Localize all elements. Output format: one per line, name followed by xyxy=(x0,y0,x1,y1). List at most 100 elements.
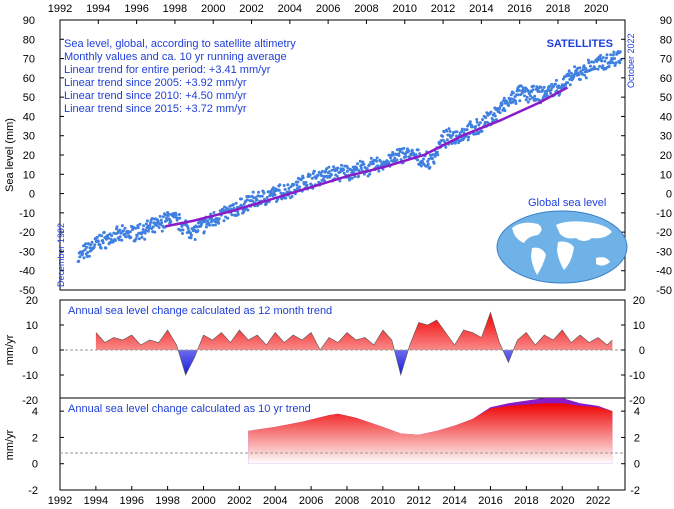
sea-level-point xyxy=(468,120,472,124)
main-ytick-label-right: 70 xyxy=(660,54,672,66)
sea-level-point xyxy=(186,227,190,231)
sea-level-point xyxy=(346,166,350,170)
sea-level-point xyxy=(147,227,151,230)
sea-level-point xyxy=(295,183,299,187)
bottom-panel-title: Annual sea level change calculated as 10… xyxy=(68,403,311,415)
sea-level-point xyxy=(463,128,467,132)
sea-level-point xyxy=(375,156,379,160)
sea-level-point xyxy=(460,127,464,131)
sea-level-point xyxy=(144,222,148,226)
sea-level-point xyxy=(395,158,399,162)
sea-level-point xyxy=(357,174,361,178)
sea-level-point xyxy=(466,124,470,128)
sea-level-point xyxy=(157,226,161,229)
sea-level-point xyxy=(251,190,255,194)
sea-level-point xyxy=(613,57,616,60)
bottom-xtick-label: 2022 xyxy=(586,495,610,507)
sea-level-point xyxy=(301,176,305,180)
sea-level-point xyxy=(345,169,349,173)
sea-level-point xyxy=(475,120,479,124)
sea-level-point xyxy=(598,64,602,68)
sea-level-point xyxy=(443,140,447,144)
sea-level-point xyxy=(414,153,418,157)
sea-level-point xyxy=(587,61,591,65)
end-date-label: October 2022 xyxy=(626,33,636,88)
sea-level-point xyxy=(432,161,436,165)
mid-ytick-label-right: -10 xyxy=(629,370,645,382)
sea-level-point xyxy=(129,236,133,239)
main-ytick-label-right: 60 xyxy=(660,73,672,85)
main-ytick-label: 90 xyxy=(23,15,35,27)
sea-level-point xyxy=(189,236,193,240)
bottom-xtick-label: 2020 xyxy=(550,495,574,507)
sea-level-point xyxy=(104,246,108,250)
sea-level-point xyxy=(522,86,525,90)
sea-level-point xyxy=(101,241,105,245)
sea-level-point xyxy=(442,130,446,134)
sea-level-point xyxy=(523,90,527,93)
sea-level-point xyxy=(202,230,206,234)
sea-level-point xyxy=(113,239,117,242)
sea-level-point xyxy=(470,125,474,129)
sea-level-point xyxy=(477,123,481,127)
sea-level-point xyxy=(519,84,523,88)
sea-level-point xyxy=(178,216,182,220)
sea-level-point xyxy=(530,90,533,94)
sea-level-point xyxy=(226,216,230,220)
sea-level-point xyxy=(611,61,615,65)
sea-level-point xyxy=(83,248,87,252)
running-average-line xyxy=(165,86,569,228)
sea-level-point xyxy=(298,185,301,189)
sea-level-point xyxy=(217,217,221,221)
sea-level-point xyxy=(324,169,328,173)
sea-level-point xyxy=(596,67,600,71)
sea-level-point xyxy=(568,83,572,87)
title-line-6: Linear trend since 2015: +3.72 mm/yr xyxy=(64,103,247,115)
sea-level-point xyxy=(441,134,445,138)
sea-level-point xyxy=(107,236,110,240)
mid-ytick-label: -10 xyxy=(22,370,38,382)
sea-level-point xyxy=(144,229,148,232)
sea-level-point xyxy=(284,196,288,200)
sea-level-point xyxy=(305,183,309,187)
main-ytick-label-right: 40 xyxy=(660,111,672,123)
sea-level-point xyxy=(507,104,511,107)
sea-level-point xyxy=(611,53,615,57)
sea-level-point xyxy=(137,237,141,241)
sea-level-point xyxy=(212,211,216,214)
sea-level-point xyxy=(601,64,605,68)
sea-level-point xyxy=(557,84,561,88)
sea-level-point xyxy=(329,173,333,177)
sea-level-point xyxy=(282,184,286,187)
bottom-xtick-label: 2008 xyxy=(335,495,359,507)
sea-level-point xyxy=(255,198,259,202)
sea-level-point xyxy=(492,118,496,122)
sea-level-point xyxy=(128,230,132,234)
sea-level-point xyxy=(133,239,137,243)
sea-level-point xyxy=(368,172,372,176)
sea-level-point xyxy=(502,96,506,100)
sea-level-point xyxy=(151,225,155,229)
sea-level-point xyxy=(96,239,100,243)
sea-level-point xyxy=(81,249,85,253)
sea-level-point xyxy=(180,224,184,228)
sea-level-point xyxy=(236,210,240,214)
sea-level-point xyxy=(327,170,331,174)
main-ytick-label: 70 xyxy=(23,54,35,66)
sea-level-point xyxy=(93,243,97,247)
sea-level-point xyxy=(332,165,336,169)
sea-level-point xyxy=(511,91,515,95)
sea-level-point xyxy=(118,228,122,232)
sea-level-point xyxy=(308,173,312,177)
sea-level-point xyxy=(148,223,152,227)
sea-level-point xyxy=(120,238,124,242)
sea-level-point xyxy=(85,255,89,258)
main-xtick-label: 1994 xyxy=(86,3,110,15)
sea-level-point xyxy=(92,245,96,249)
sea-level-point xyxy=(402,146,406,150)
sea-level-point xyxy=(525,95,529,99)
main-xtick-label: 2020 xyxy=(584,3,608,15)
main-ytick-label: -50 xyxy=(19,285,35,297)
sea-level-point xyxy=(242,202,246,206)
sea-level-point xyxy=(246,208,250,212)
